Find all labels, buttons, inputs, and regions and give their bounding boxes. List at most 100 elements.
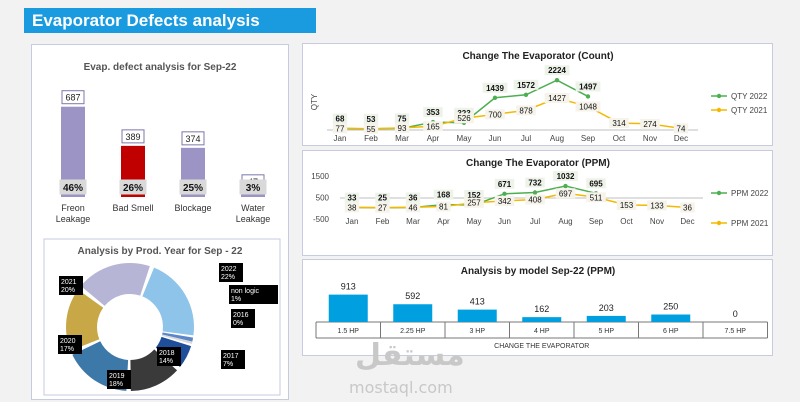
y-tick-label: -500 — [313, 215, 330, 224]
series-value-label: 408 — [528, 195, 542, 204]
series-value-box — [516, 105, 536, 116]
series-value-label: 27 — [378, 204, 387, 213]
model-category-label: 1.5 HP — [338, 328, 360, 335]
series-value-label: 36 — [683, 203, 692, 212]
donut-slice-percent: 0% — [233, 320, 243, 327]
defect-percent-label: 46% — [63, 183, 83, 194]
series-value-box — [555, 188, 576, 199]
series-value-label: 38 — [348, 203, 357, 212]
series-value-box — [363, 123, 379, 134]
model-category-label: 5 HP — [598, 328, 614, 335]
series-value-label: 1427 — [548, 94, 566, 103]
series-value-label: 75 — [398, 114, 407, 123]
model-value-label: 162 — [534, 304, 549, 314]
series-value-box — [609, 117, 629, 128]
line-chart-title: Change The Evaporator (Count) — [462, 51, 613, 62]
month-tick-label: Mar — [406, 217, 420, 226]
series-value-box — [673, 123, 689, 134]
month-tick-label: Sep — [581, 134, 596, 143]
series-value-box — [344, 202, 360, 213]
series-value-box — [464, 197, 484, 208]
series-value-box — [482, 82, 508, 93]
month-tick-label: Jul — [530, 217, 540, 226]
model-bar-chart: Analysis by model Sep-22 (PPM) 913 1.5 HP 5… — [315, 266, 768, 350]
series-value-label: 25 — [378, 194, 387, 203]
series-value-box — [433, 189, 454, 200]
model-value-label: 250 — [663, 302, 678, 312]
month-tick-label: Apr — [427, 134, 440, 143]
month-tick-label: Dec — [674, 134, 688, 143]
count-line-chart: Change The Evaporator (Count) Jan Feb Mar Ap… — [310, 51, 768, 143]
series-value-box — [436, 201, 451, 212]
series-value-box — [375, 192, 390, 203]
defect-category-label: Blockage — [174, 203, 211, 213]
series-value-box — [363, 113, 379, 124]
series-point — [492, 95, 498, 100]
watermark-latin: mostaql.com — [349, 378, 453, 397]
ppm-line-chart: Change The Evaporator (PPM) Jan Feb Mar Apr M… — [311, 158, 769, 228]
series-value-label: 55 — [367, 125, 376, 134]
defect-category-label: Leakage — [236, 214, 271, 224]
series-value-box — [544, 65, 570, 76]
month-tick-label: Mar — [395, 134, 409, 143]
series-point — [523, 92, 529, 97]
series-value-label: 36 — [409, 193, 418, 202]
series-value-box — [586, 178, 606, 189]
defect-chart-title: Evap. defect analysis for Sep-22 — [84, 62, 237, 73]
month-tick-label: Aug — [550, 134, 564, 143]
model-bar-panel: Analysis by model Sep-22 (PPM) 913 1.5 HP 5… — [302, 259, 773, 356]
legend-label: QTY 2022 — [731, 92, 768, 101]
series-value-label: 1048 — [579, 103, 597, 112]
donut-label-box — [219, 263, 243, 282]
series-value-label: 257 — [467, 199, 481, 208]
donut-slice-percent: 17% — [60, 346, 74, 353]
series-value-label: 33 — [348, 194, 357, 203]
series-value-label: 77 — [336, 124, 345, 133]
series-value-box — [544, 93, 570, 104]
series-value-box — [454, 107, 474, 118]
series-value-box — [375, 202, 390, 213]
month-tick-label: Apr — [437, 217, 450, 226]
model-chart-title: Analysis by model Sep-22 (PPM) — [461, 266, 616, 277]
defect-value-label: 374 — [185, 134, 200, 144]
series-value-box — [553, 171, 578, 182]
y-tick-label: 500 — [316, 194, 330, 203]
donut-label-box — [58, 335, 82, 354]
series-value-label: 511 — [590, 193, 603, 202]
defect-category-label: Bad Smell — [112, 203, 153, 213]
month-tick-label: May — [456, 134, 471, 143]
legend-marker — [716, 93, 722, 99]
series-value-label: 153 — [620, 201, 634, 210]
series-value-box — [405, 192, 421, 203]
model-bar — [328, 294, 368, 322]
month-tick-label: Jun — [498, 217, 511, 226]
series-value-box — [586, 192, 606, 203]
series-value-box — [647, 200, 667, 211]
series-value-box — [513, 79, 539, 90]
series-value-label: 695 — [589, 179, 603, 188]
y-axis-label: QTY — [310, 93, 319, 110]
model-category-label: 4 HP — [534, 328, 550, 335]
donut-label-box — [157, 347, 181, 366]
series-value-label: 165 — [426, 122, 440, 131]
series-value-label: 732 — [528, 179, 542, 188]
series-value-label: 1439 — [486, 84, 504, 93]
donut-slice-label: 2017 — [223, 353, 239, 360]
series-value-label: 1032 — [557, 172, 575, 181]
donut-slice-label: 2018 — [159, 350, 175, 357]
line-chart-title: Change The Evaporator (PPM) — [466, 158, 610, 169]
model-value-label: 413 — [470, 297, 485, 307]
series-value-label: 314 — [612, 119, 626, 128]
month-tick-label: Jul — [521, 134, 531, 143]
series-value-label: 700 — [488, 110, 502, 119]
series-value-box — [464, 189, 484, 200]
series-value-box — [394, 122, 410, 133]
defect-value-label: 389 — [125, 132, 140, 142]
series-value-label: 133 — [650, 201, 664, 210]
month-tick-label: Dec — [680, 217, 694, 226]
series-point — [563, 183, 568, 189]
donut-label-box — [221, 350, 245, 369]
month-tick-label: Jun — [489, 134, 502, 143]
series-value-box — [616, 199, 637, 210]
defect-value-box — [61, 90, 85, 105]
